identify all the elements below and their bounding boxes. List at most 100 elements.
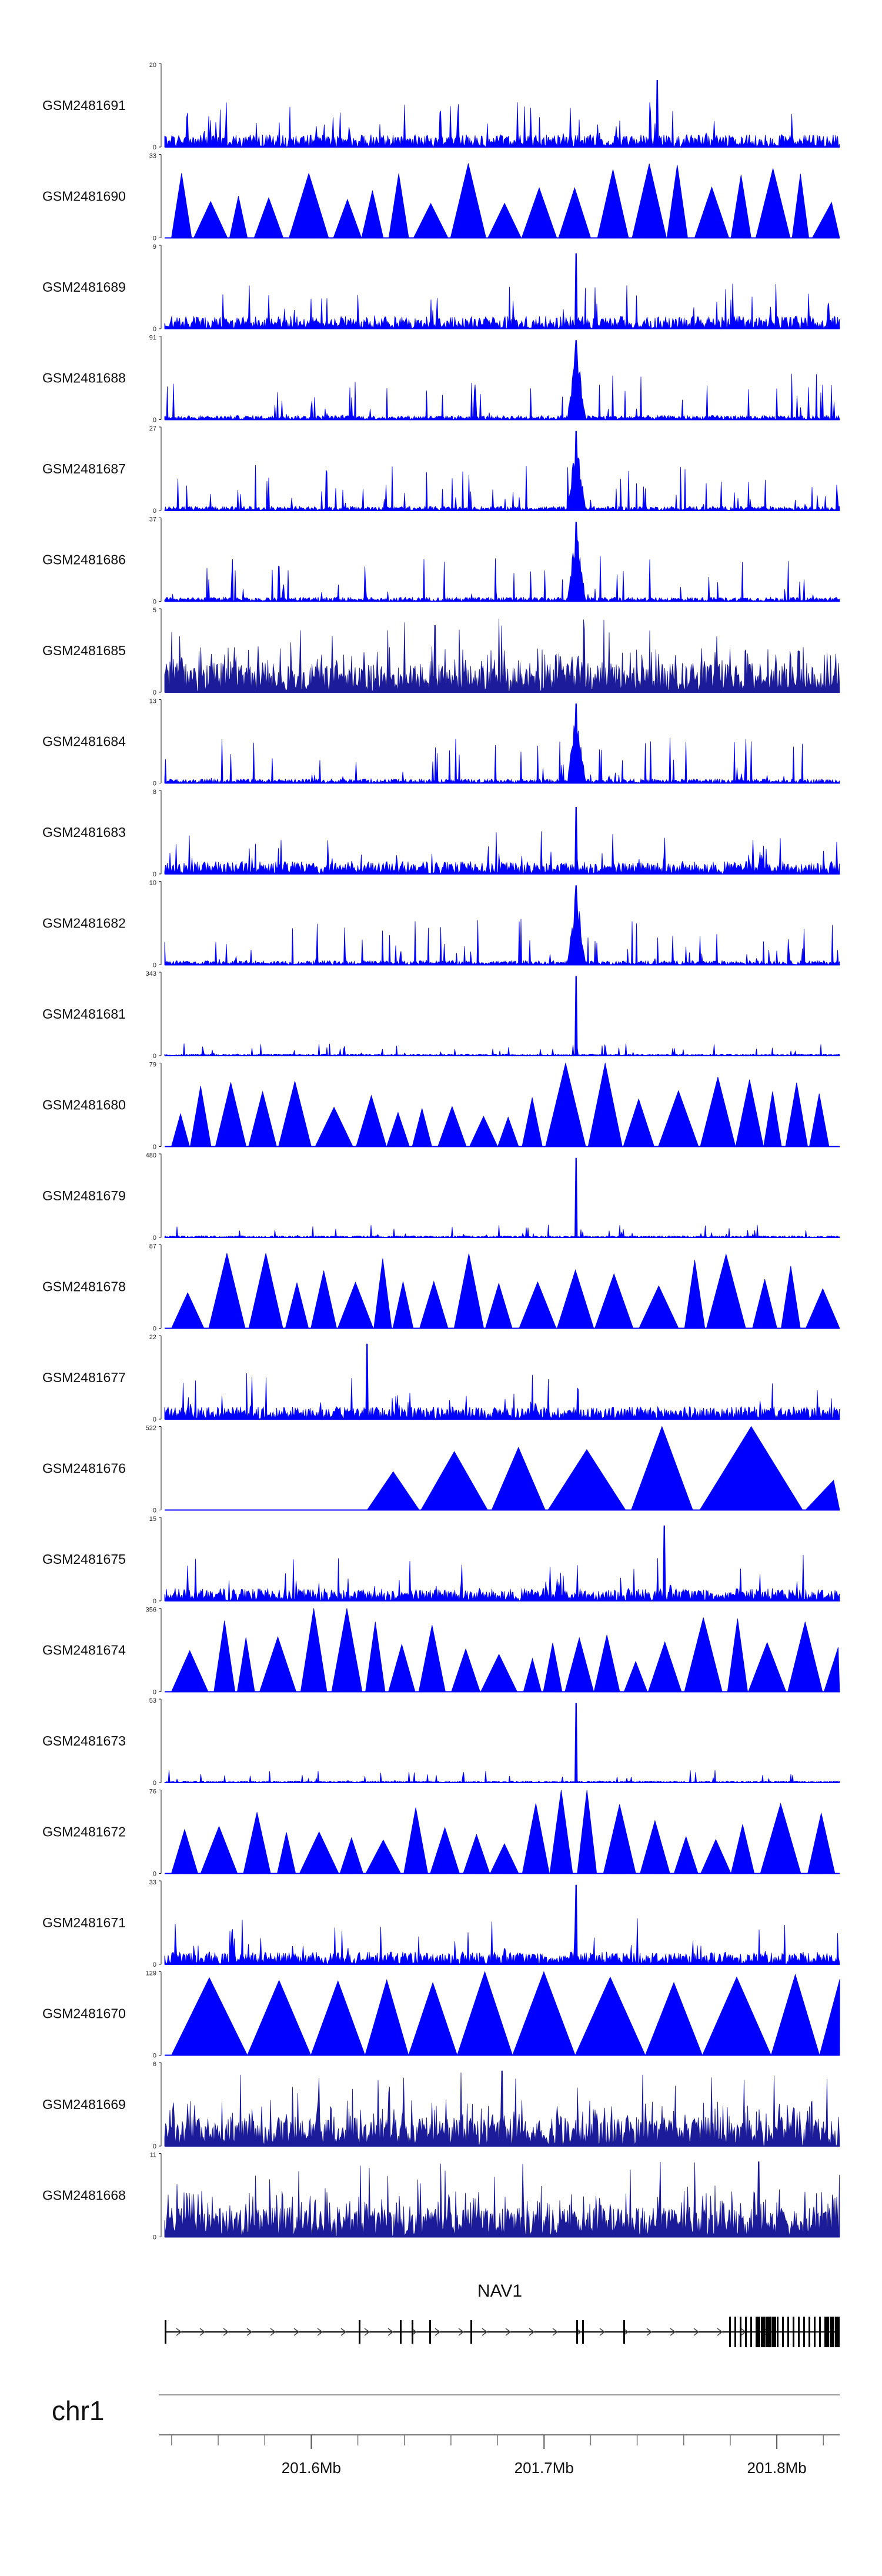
tick-label-201.8Mb: 201.8Mb [747,2459,807,2477]
tick-label-201.7Mb: 201.7Mb [514,2459,574,2477]
exon [824,2317,829,2347]
track-GSM2481678: GSM2481678 87 0 [42,1243,840,1333]
track-label-GSM2481679: GSM2481679 [42,1188,126,1203]
y-axis-min-label: 0 [153,144,156,151]
coverage-area-GSM2481675 [164,1525,840,1602]
track-GSM2481684: GSM2481684 13 0 [42,698,840,788]
exon [835,2317,840,2347]
track-label-GSM2481689: GSM2481689 [42,279,126,295]
strand-arrow [364,2328,370,2336]
strand-arrow [176,2328,182,2336]
track-GSM2481675: GSM2481675 15 0 [42,1516,840,1605]
y-axis-max-label: 10 [149,880,156,887]
coverage-area-GSM2481672 [165,1790,840,1874]
exon [400,2320,402,2344]
strand-arrow [293,2328,300,2336]
exon [582,2320,584,2344]
y-axis-min-label: 0 [153,780,156,788]
track-label-GSM2481669: GSM2481669 [42,2097,126,2112]
strand-arrow [599,2328,606,2336]
track-GSM2481674: GSM2481674 356 0 [42,1607,840,1696]
coverage-area-GSM2481684 [164,703,840,785]
exon [782,2317,784,2347]
coverage-area-GSM2481670 [165,1971,840,2056]
track-GSM2481688: GSM2481688 91 0 [42,335,840,424]
track-GSM2481689: GSM2481689 9 0 [42,243,840,333]
y-axis-min-label: 0 [153,1053,156,1060]
track-GSM2481680: GSM2481680 79 0 [42,1062,840,1151]
strand-arrow [670,2328,676,2336]
y-axis-min-label: 0 [153,1780,156,1787]
coverage-area-GSM2481677 [164,1343,840,1420]
exon [729,2317,731,2347]
exon [412,2320,413,2344]
y-axis-min-label: 0 [153,1144,156,1151]
track-label-GSM2481678: GSM2481678 [42,1279,126,1294]
y-axis-max-label: 13 [149,698,156,705]
exon [470,2320,472,2344]
track-label-GSM2481690: GSM2481690 [42,189,126,204]
track-GSM2481687: GSM2481687 27 0 [42,425,840,515]
y-axis-max-label: 11 [150,2152,156,2159]
track-GSM2481690: GSM2481690 33 0 [42,153,840,242]
coverage-area-GSM2481691 [164,80,840,148]
exon [429,2320,431,2344]
y-axis-max-label: 22 [149,1334,156,1341]
strand-arrow [270,2328,276,2336]
y-axis-min-label: 0 [153,1689,156,1696]
y-axis-max-label: 8 [153,789,156,796]
coverage-area-GSM2481674 [165,1608,840,1692]
gene-model: NAV1 [165,2281,840,2347]
y-axis-min-label: 0 [153,1961,156,1968]
track-GSM2481676: GSM2481676 522 0 [42,1425,840,1514]
track-GSM2481691: GSM2481691 20 0 [42,62,840,151]
exon [819,2317,821,2347]
strand-arrow [717,2328,723,2336]
track-GSM2481686: GSM2481686 37 0 [42,516,840,606]
exon [576,2320,578,2344]
track-GSM2481672: GSM2481672 76 0 [42,1788,840,1878]
exon [359,2320,360,2344]
y-axis-min-label: 0 [153,235,156,242]
strand-arrow [552,2328,559,2336]
coverage-area-GSM2481687 [164,431,840,512]
track-label-GSM2481670: GSM2481670 [42,2006,126,2021]
track-label-GSM2481688: GSM2481688 [42,371,126,386]
coverage-area-GSM2481685 [164,618,840,693]
exon [830,2317,834,2347]
coverage-area-GSM2481673 [164,1703,840,1783]
track-label-GSM2481676: GSM2481676 [42,1461,126,1476]
track-label-GSM2481685: GSM2481685 [42,643,126,658]
exon [808,2317,810,2347]
exon [814,2317,816,2347]
exon [745,2317,747,2347]
coverage-area-GSM2481690 [165,163,840,238]
exon [740,2317,741,2347]
chromosome-axis: chr1 201.6Mb 201.7Mb 201.8Mb [52,2394,840,2477]
strand-arrow [435,2328,441,2336]
exon [766,2317,771,2347]
y-axis-max-label: 79 [149,1062,156,1069]
y-axis-max-label: 6 [153,2061,156,2068]
y-axis-max-label: 87 [149,1243,156,1250]
y-axis-min-label: 0 [153,962,156,969]
y-axis-max-label: 91 [149,335,156,342]
track-label-GSM2481683: GSM2481683 [42,825,126,840]
y-axis-min-label: 0 [153,417,156,424]
strand-arrow [246,2328,253,2336]
track-label-GSM2481691: GSM2481691 [42,98,126,113]
coverage-area-GSM2481676 [165,1426,840,1510]
strand-arrow [529,2328,535,2336]
y-axis-min-label: 0 [153,2234,156,2241]
track-label-GSM2481680: GSM2481680 [42,1097,126,1113]
strand-arrow [505,2328,512,2336]
y-axis-max-label: 356 [146,1607,156,1614]
y-axis-max-label: 27 [149,425,156,432]
exon [623,2320,625,2344]
coverage-area-GSM2481683 [164,807,840,875]
track-GSM2481683: GSM2481683 8 0 [42,789,840,878]
y-axis-max-label: 5 [153,607,156,614]
coverage-area-GSM2481671 [164,1884,840,1966]
